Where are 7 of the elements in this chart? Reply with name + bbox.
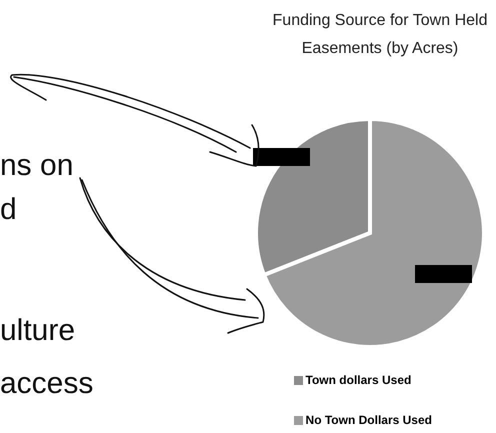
text: d (0, 192, 17, 228)
legend-label: Town dollars Used (306, 373, 412, 387)
chart-title: Funding Source for Town Held Easements (by Acres) (272, 11, 488, 59)
text: ns on (0, 148, 74, 184)
legend-label: No Town Dollars Used (306, 413, 432, 427)
text: access (0, 366, 94, 402)
text: ulture (0, 313, 76, 349)
